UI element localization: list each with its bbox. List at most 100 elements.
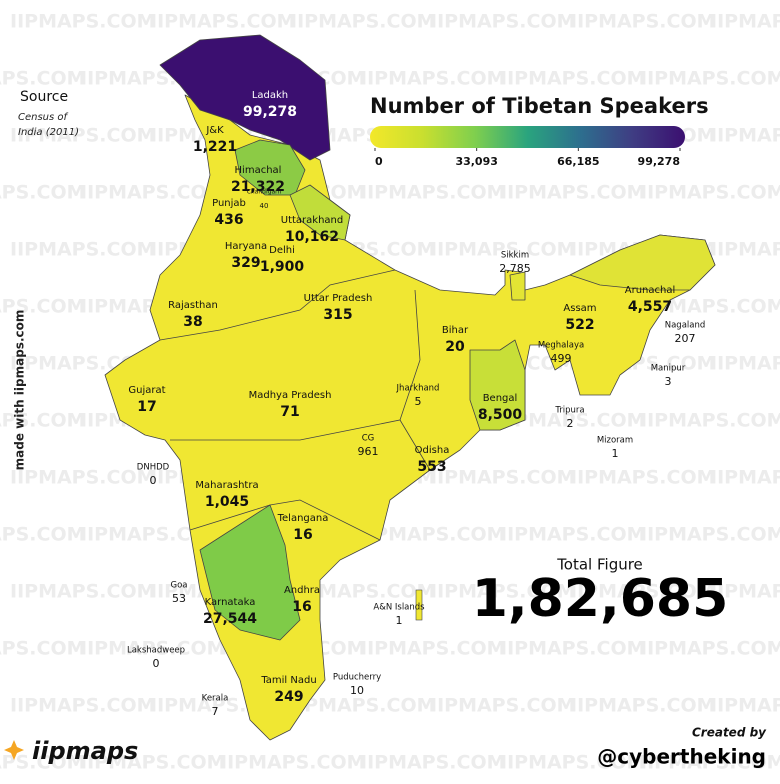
watermark: IIPMAPS.COM [710, 239, 780, 261]
region-shape [159, 34, 331, 161]
region-name: Jharkhand [396, 384, 440, 394]
watermark: IIPMAPS.COM [0, 410, 86, 432]
region-value: 522 [565, 317, 594, 333]
watermark: IIPMAPS.COM [80, 638, 226, 660]
watermark: IIPMAPS.COM [360, 524, 506, 546]
watermark: IIPMAPS.COM [710, 695, 780, 717]
watermark: IIPMAPS.COM [10, 695, 156, 717]
region-name: DNHDD [137, 463, 170, 473]
watermark: IIPMAPS.COM [500, 182, 646, 204]
watermark: IIPMAPS.COM [430, 11, 576, 33]
region-value: 38 [183, 314, 202, 330]
region-value: 961 [358, 445, 379, 458]
watermark: IIPMAPS.COM [640, 296, 780, 318]
watermark: IIPMAPS.COM [710, 125, 780, 147]
region-value: 3 [665, 375, 672, 388]
region-value: 40 [260, 202, 269, 210]
watermark: IIPMAPS.COM [10, 581, 156, 603]
region-value: 16 [292, 599, 311, 615]
legend-title: Number of Tibetan Speakers [370, 94, 709, 118]
source-title: Source [20, 89, 68, 105]
colorbar-tick-label: 0 [375, 155, 383, 168]
watermark: IIPMAPS.COM [500, 524, 646, 546]
region-name: Rajasthan [168, 300, 218, 311]
watermark: IIPMAPS.COM [290, 11, 436, 33]
watermark: IIPMAPS.COM [430, 239, 576, 261]
region-shape [569, 234, 716, 291]
watermark: IIPMAPS.COM [10, 11, 156, 33]
region-name: J&K [205, 125, 224, 136]
region-name: Andhra [284, 585, 320, 596]
logo: iipmaps [32, 737, 138, 765]
region-shape [469, 339, 526, 431]
region-shape [234, 139, 306, 196]
watermark: IIPMAPS.COM [360, 68, 506, 90]
watermark: IIPMAPS.COM [570, 11, 716, 33]
watermark: IIPMAPS.COM [500, 410, 646, 432]
state-border [189, 499, 381, 541]
region-value: 1 [612, 447, 619, 460]
watermark: IIPMAPS.COM [640, 182, 780, 204]
watermark: IIPMAPS.COM [80, 752, 226, 774]
region-value: 17 [137, 399, 156, 415]
state-border [159, 269, 396, 341]
watermark: IIPMAPS.COM [10, 239, 156, 261]
region-shape [289, 184, 351, 241]
region-name: Nagaland [665, 321, 706, 331]
region-name: Punjab [212, 198, 246, 209]
watermark: IIPMAPS.COM [430, 467, 576, 489]
region-name: Madhya Pradesh [249, 390, 332, 401]
watermark: IIPMAPS.COM [0, 68, 86, 90]
region-name: Lakshadweep [127, 646, 185, 656]
source-box: Census of India (2011) [18, 112, 79, 138]
source-text: Census of India (2011) [18, 112, 79, 138]
region-name: Uttarakhand [281, 215, 343, 226]
region-value: 2,785 [499, 262, 531, 275]
region-value: 4,557 [628, 299, 672, 315]
region-name: Kerala [202, 694, 229, 704]
watermark: IIPMAPS.COM [80, 182, 226, 204]
watermark: IIPMAPS.COM [570, 581, 716, 603]
watermark: IIPMAPS.COM [500, 68, 646, 90]
region-name: Sikkim [501, 251, 529, 261]
region-value: 329 [231, 255, 260, 271]
region-shape [509, 271, 526, 301]
watermark: IIPMAPS.COM [640, 752, 780, 774]
region-name: Manipur [651, 364, 686, 374]
region-value: 21,322 [231, 179, 285, 195]
region-name: Karnataka [205, 597, 256, 608]
region-value: 1,900 [260, 259, 305, 275]
region-name: Tamil Nadu [260, 675, 316, 686]
watermark: IIPMAPS.COM [220, 752, 366, 774]
credit-title: Created by [692, 726, 767, 740]
logo-star [4, 740, 24, 760]
region-value: 1 [396, 614, 403, 627]
watermark: IIPMAPS.COM [500, 638, 646, 660]
watermark: IIPMAPS.COM [10, 467, 156, 489]
watermark: IIPMAPS.COM [360, 752, 506, 774]
watermark: IIPMAPS.COM [360, 182, 506, 204]
watermark: IIPMAPS.COM [500, 752, 646, 774]
region-value: 99,278 [243, 104, 297, 120]
watermark: IIPMAPS.COM [640, 638, 780, 660]
watermark: IIPMAPS.COM [710, 581, 780, 603]
state-border [170, 419, 431, 471]
region-name: Arunachal [625, 285, 676, 296]
watermark: IIPMAPS.COM [640, 410, 780, 432]
credit-handle: @cybertheking [597, 745, 766, 769]
region-name: Goa [171, 581, 188, 591]
region-value: 27,544 [203, 611, 257, 627]
region-name: Mizoram [597, 436, 633, 446]
region-name: Telangana [277, 513, 329, 524]
watermark: IIPMAPS.COM [0, 182, 86, 204]
region-name: Haryana [225, 241, 267, 252]
total-title: Total Figure [556, 556, 643, 574]
region-value: 0 [150, 474, 157, 487]
region-value: 0 [153, 657, 160, 670]
watermark: IIPMAPS.COM [0, 752, 86, 774]
region-name: Bengal [483, 393, 518, 404]
colorbar-tick-label: 99,278 [638, 155, 680, 168]
watermark: IIPMAPS.COM [430, 581, 576, 603]
region-value: 315 [323, 307, 352, 323]
